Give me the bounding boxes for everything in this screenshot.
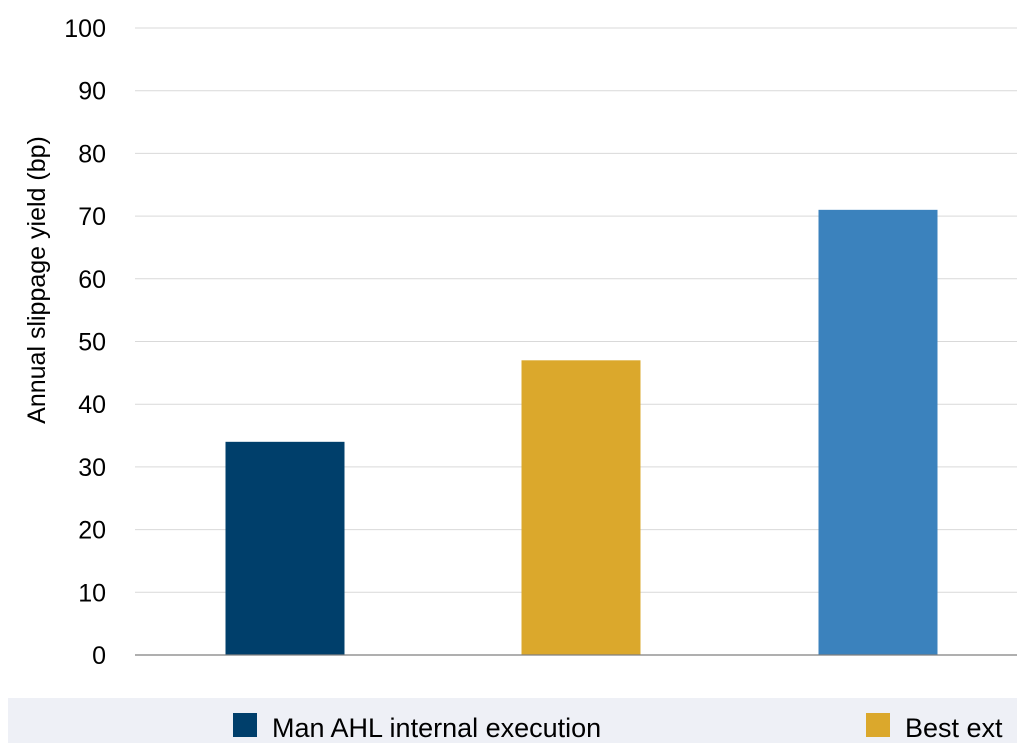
y-tick-label: 50 [78, 329, 106, 357]
y-tick-labels: 0 10 20 30 40 50 60 70 80 90 100 [64, 15, 106, 670]
y-tick-label: 40 [78, 391, 106, 419]
legend-label: Man AHL internal execution [272, 713, 601, 743]
y-tick-label: 20 [78, 517, 106, 545]
y-tick-label: 90 [78, 78, 106, 106]
legend-background [8, 698, 1017, 743]
legend: Man AHL internal execution Best ext [233, 713, 1003, 743]
y-tick-label: 80 [78, 140, 106, 168]
y-tick-label: 0 [92, 642, 106, 670]
legend-label: Best ext [905, 713, 1003, 743]
y-tick-label: 60 [78, 266, 106, 294]
y-tick-label: 30 [78, 454, 106, 482]
bar [818, 209, 938, 655]
bars [225, 209, 938, 655]
y-tick-label: 70 [78, 203, 106, 231]
y-tick-label: 100 [64, 15, 106, 43]
legend-swatch [233, 713, 257, 737]
y-tick-label: 10 [78, 579, 106, 607]
legend-swatch [866, 713, 890, 737]
bar [521, 360, 641, 655]
bar [225, 441, 345, 655]
y-axis-title: Annual slippage yield (bp) [23, 136, 51, 424]
